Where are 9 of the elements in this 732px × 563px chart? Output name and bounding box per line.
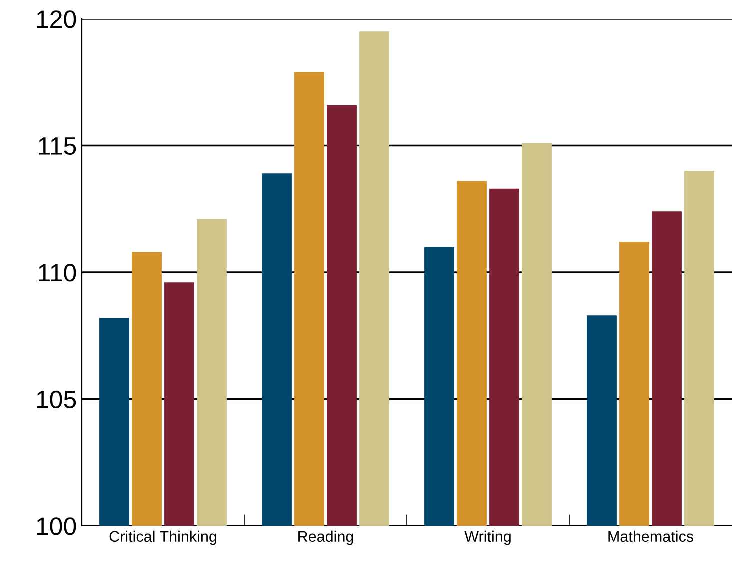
- y-tick-label: 110: [39, 264, 76, 282]
- x-tick-label: Critical Thinking: [110, 530, 216, 546]
- y-tick-label: 115: [39, 138, 76, 156]
- x-tick-label: Reading: [298, 530, 354, 546]
- y-tick-label: 105: [37, 390, 76, 409]
- x-tick-label: Writing: [464, 530, 511, 546]
- x-tick-label: Mathematics: [608, 530, 694, 542]
- y-tick-label: 120: [37, 10, 76, 28]
- y-tick-label: 100: [37, 518, 76, 536]
